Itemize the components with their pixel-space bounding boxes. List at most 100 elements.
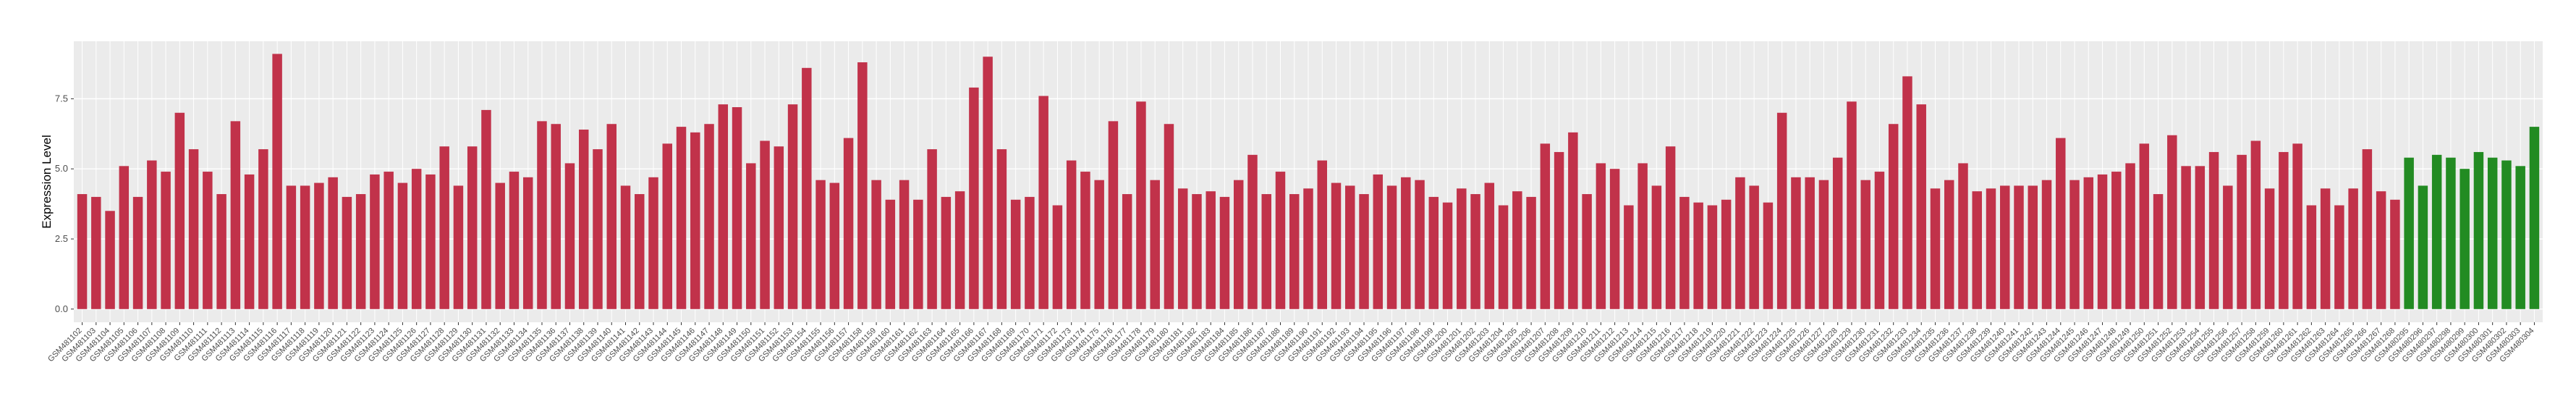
bar (2139, 143, 2150, 309)
bar (1554, 151, 1564, 309)
bar (1888, 124, 1899, 309)
bar (1052, 205, 1063, 309)
bar (1442, 202, 1453, 309)
bar (1512, 191, 1522, 309)
bar (2264, 188, 2275, 309)
bar (606, 124, 617, 309)
bar (2181, 166, 2191, 309)
bar (1721, 199, 1732, 309)
bar (2501, 160, 2512, 309)
bar (954, 191, 965, 309)
bar (216, 194, 226, 309)
bar (1818, 180, 1829, 309)
bar (453, 185, 464, 309)
bar (2000, 185, 2010, 309)
bar (1136, 101, 1146, 309)
y-tick-label: 2.5 (55, 233, 68, 244)
bar (1219, 196, 1230, 309)
bar (857, 62, 868, 309)
bar (2390, 199, 2400, 309)
bar (1457, 188, 1467, 309)
bar (384, 172, 394, 309)
bar (718, 104, 729, 309)
bar (2320, 188, 2331, 309)
bar (522, 177, 533, 309)
bar (300, 185, 310, 309)
bar (1860, 180, 1870, 309)
bar (1596, 163, 1606, 309)
bar (2250, 140, 2261, 309)
bar (342, 196, 352, 309)
bar (676, 127, 687, 309)
bar (2208, 151, 2219, 309)
bar (2431, 154, 2442, 309)
bar (244, 174, 255, 309)
bar (843, 138, 854, 309)
bar (996, 149, 1007, 309)
bar (899, 180, 910, 309)
bar (2404, 157, 2414, 309)
bar (1025, 196, 1035, 309)
bar (397, 182, 408, 309)
bar (1080, 172, 1090, 309)
bar (1331, 182, 1342, 309)
bar (1038, 96, 1048, 309)
bar (1289, 194, 1300, 309)
bar (1177, 188, 1188, 309)
bar (2446, 157, 2456, 309)
bar (2056, 138, 2066, 309)
bar (481, 109, 491, 309)
bar (411, 169, 422, 309)
bar (2279, 151, 2289, 309)
y-tick-label: 0.0 (55, 303, 68, 314)
bar (1763, 202, 1774, 309)
bar (2418, 185, 2428, 309)
bar (690, 132, 700, 309)
bar (132, 196, 143, 309)
bar (2348, 188, 2358, 309)
bar (1944, 180, 1954, 309)
bar (2111, 172, 2122, 309)
bar (495, 182, 505, 309)
bar (564, 163, 575, 309)
bar (1066, 160, 1077, 309)
bar (1526, 196, 1536, 309)
bar (578, 129, 589, 309)
bar (355, 194, 366, 309)
bar (2153, 194, 2164, 309)
bar (272, 54, 282, 309)
bar (1303, 188, 1313, 309)
bar (2376, 191, 2386, 309)
bar (2069, 180, 2080, 309)
bar (1805, 177, 1815, 309)
bar (1637, 163, 1648, 309)
bar (746, 163, 756, 309)
bar (467, 146, 478, 309)
bar (1707, 205, 1718, 309)
bar (2028, 185, 2038, 309)
bar (1540, 143, 1551, 309)
bar (1568, 132, 1578, 309)
bar (1359, 194, 1369, 309)
bar (2306, 205, 2317, 309)
bar (1693, 202, 1703, 309)
bar (662, 143, 673, 309)
bar (286, 185, 297, 309)
bar (593, 149, 603, 309)
bar (370, 174, 380, 309)
y-tick-label: 5.0 (55, 163, 68, 174)
bar (1791, 177, 1801, 309)
bar (230, 121, 241, 309)
bar (774, 146, 784, 309)
bar (829, 182, 840, 309)
bar (1108, 121, 1119, 309)
bar (1470, 194, 1480, 309)
bar (105, 211, 115, 309)
bar (1010, 199, 1021, 309)
bar (1275, 172, 1286, 309)
bar (1874, 172, 1885, 309)
bar (2014, 185, 2024, 309)
bar (871, 180, 881, 309)
bar (1122, 194, 1132, 309)
